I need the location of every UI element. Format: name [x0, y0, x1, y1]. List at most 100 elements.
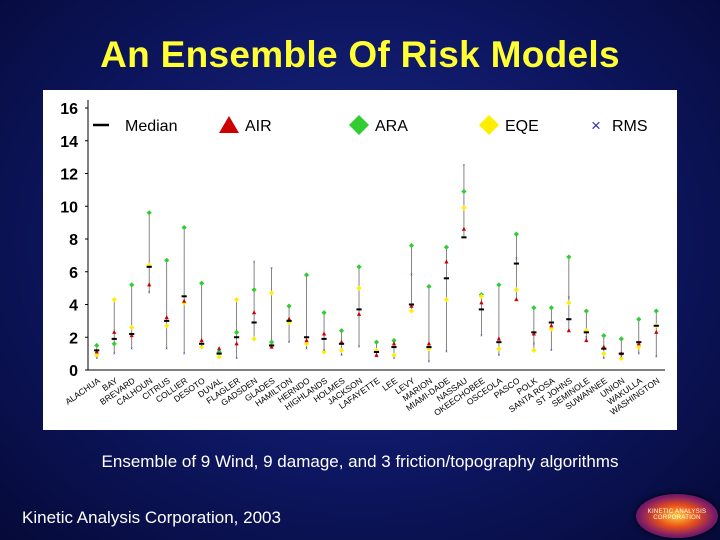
rms-point: ×	[113, 351, 116, 356]
ara-point	[496, 282, 502, 288]
ara-point	[111, 341, 117, 347]
rms-point: ×	[200, 343, 203, 348]
y-tick-label: 6	[69, 265, 78, 282]
eqe-point	[111, 296, 117, 303]
ara-point	[234, 329, 240, 335]
slide-title: An Ensemble Of Risk Models	[100, 34, 620, 75]
ara-point	[566, 254, 572, 260]
eqe-point	[478, 293, 485, 299]
eqe-point	[216, 354, 222, 360]
eqe-point	[356, 285, 362, 291]
legend-air-marker	[219, 116, 239, 133]
eqe-point	[199, 344, 205, 350]
rms-point: ×	[323, 348, 326, 353]
air-point	[461, 226, 467, 231]
rms-point: ×	[533, 341, 536, 346]
rms-point: ×	[358, 344, 361, 349]
ara-point	[129, 282, 135, 288]
ara-point	[618, 336, 624, 342]
rms-point: ×	[130, 346, 133, 351]
air-point	[654, 329, 659, 334]
eqe-point	[548, 326, 554, 332]
air-point	[514, 296, 519, 302]
rms-point: ×	[550, 348, 553, 353]
air-point	[129, 333, 134, 338]
ara-point	[164, 257, 170, 263]
air-point	[566, 328, 571, 333]
air-point	[321, 331, 327, 336]
rms-point: ×	[95, 356, 98, 361]
rms-point: ×	[165, 346, 168, 351]
eqe-point	[268, 290, 275, 296]
air-point	[409, 303, 414, 308]
rms-point: ×	[375, 354, 378, 359]
air-point	[479, 300, 484, 305]
legend-label-ara: ARA	[375, 118, 408, 135]
rms-point: ×	[270, 266, 273, 271]
rms-point: ×	[637, 351, 640, 356]
ara-point	[531, 305, 537, 311]
y-tick-label: 10	[60, 199, 78, 216]
ara-point	[461, 188, 467, 195]
rms-point: ×	[655, 354, 658, 359]
y-tick-label: 16	[60, 101, 78, 118]
air-point	[496, 336, 501, 341]
eqe-point	[321, 349, 327, 355]
rms-point: ×	[183, 351, 186, 356]
ara-point	[513, 231, 519, 237]
eqe-point	[636, 344, 642, 350]
rms-point: ×	[445, 349, 448, 354]
air-point	[584, 337, 589, 343]
air-point	[444, 259, 449, 264]
ara-point	[321, 310, 327, 316]
y-tick-label: 12	[60, 167, 78, 184]
eqe-point	[94, 352, 100, 358]
eqe-point	[251, 336, 257, 342]
rms-point: ×	[288, 339, 291, 344]
rms-point: ×	[603, 356, 606, 361]
legend-label-rms: RMS	[612, 118, 648, 135]
ara-point	[338, 328, 345, 334]
eqe-point	[443, 296, 450, 303]
eqe-point	[461, 205, 467, 211]
rms-point: ×	[410, 272, 413, 277]
ara-point	[426, 283, 432, 290]
ara-point	[286, 303, 292, 309]
eqe-point	[129, 324, 135, 331]
eqe-point	[391, 352, 397, 358]
logo-text: KINETIC ANALYSIS CORPORATION	[647, 509, 707, 521]
rms-point: ×	[393, 356, 396, 361]
air-point	[286, 316, 292, 321]
ara-point	[216, 349, 222, 355]
air-point	[601, 344, 606, 349]
air-point	[234, 341, 239, 346]
ara-point	[146, 210, 152, 216]
ara-point	[583, 308, 589, 314]
ara-point	[636, 316, 642, 322]
rms-point: ×	[428, 359, 431, 364]
credit-line: Kinetic Analysis Corporation, 2003	[22, 508, 281, 527]
chart-panel: 0 2 4 6 8 10 12 14 16 × × × × × × × × × × × × × × × × × × × × × × × × × × ×…	[43, 90, 677, 430]
air-point	[269, 344, 274, 349]
eqe-point	[234, 296, 240, 303]
rms-point: ×	[568, 295, 571, 300]
rms-point: ×	[480, 333, 483, 338]
y-tick-label: 2	[69, 330, 78, 347]
eqe-point	[303, 341, 310, 347]
ara-point	[443, 244, 450, 250]
rms-point: ×	[148, 290, 151, 295]
eqe-point	[496, 346, 502, 352]
rms-point: ×	[235, 356, 238, 361]
air-point	[94, 349, 99, 354]
eqe-point	[286, 319, 292, 326]
air-point	[339, 339, 344, 344]
ara-point	[356, 264, 362, 270]
eqe-point	[618, 355, 624, 362]
ara-point	[251, 287, 257, 293]
rms-point: ×	[585, 334, 588, 339]
air-point	[217, 346, 222, 351]
rms-point: ×	[463, 162, 466, 167]
air-point	[636, 341, 641, 346]
eqe-point	[566, 300, 572, 306]
air-point	[356, 311, 362, 316]
